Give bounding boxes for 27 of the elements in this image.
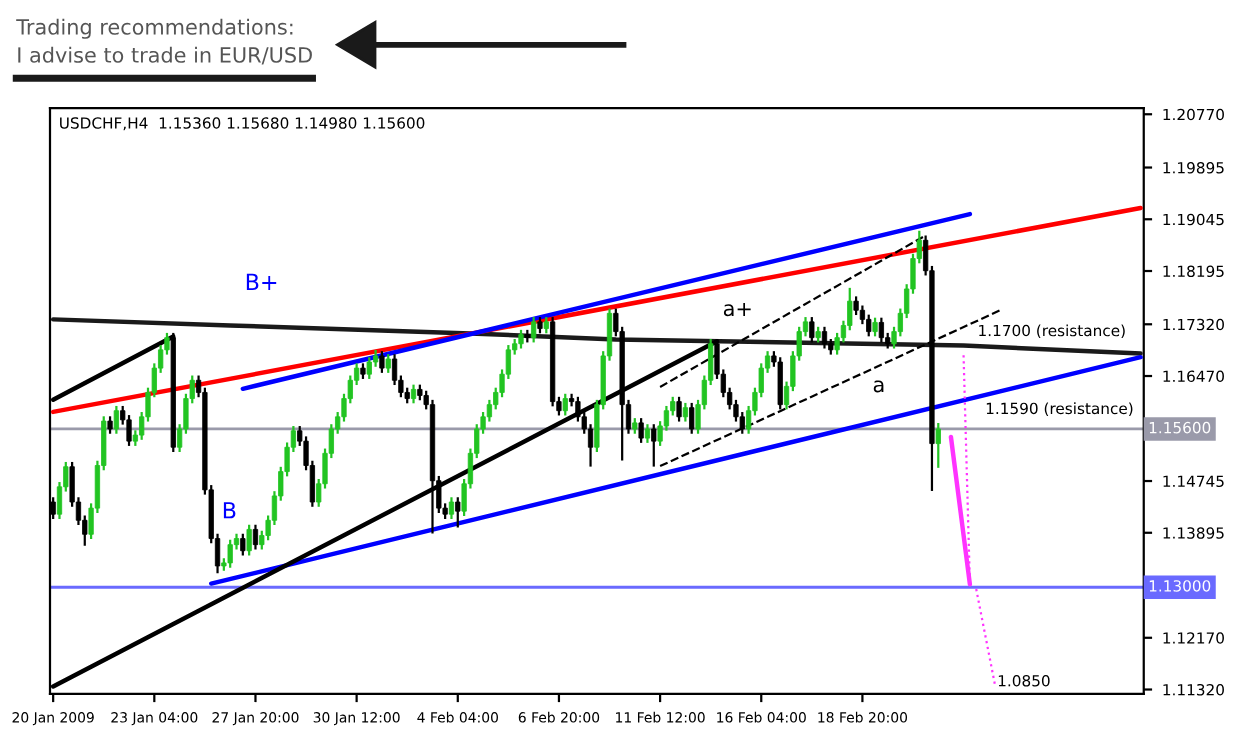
candlestick — [689, 402, 695, 434]
candlestick — [246, 524, 252, 556]
candlestick — [676, 396, 682, 422]
candlestick — [252, 524, 259, 550]
candlestick — [638, 418, 644, 443]
candlestick — [531, 317, 537, 343]
candlestick — [455, 497, 461, 528]
annotation: B+ — [246, 273, 277, 290]
candlestick — [651, 424, 657, 467]
chart-title: Trading recommendations: I advise to trade in EUR/USD — [16, 18, 312, 65]
candlestick — [878, 317, 885, 343]
line-series — [50, 317, 1143, 356]
candlestick — [366, 357, 372, 379]
candlestick — [935, 423, 941, 468]
candlestick — [777, 357, 783, 410]
candlestick — [379, 351, 385, 373]
annotation: a — [873, 380, 884, 393]
candlestick — [866, 314, 872, 337]
candlestick — [113, 405, 120, 434]
candlestick — [240, 533, 246, 556]
annotation: a+ — [723, 302, 751, 317]
candlestick — [448, 497, 455, 519]
annotation: B — [223, 502, 236, 519]
candlestick — [821, 326, 828, 349]
candlestick — [227, 539, 233, 568]
candlestick — [562, 393, 568, 416]
candlestick — [809, 317, 815, 343]
